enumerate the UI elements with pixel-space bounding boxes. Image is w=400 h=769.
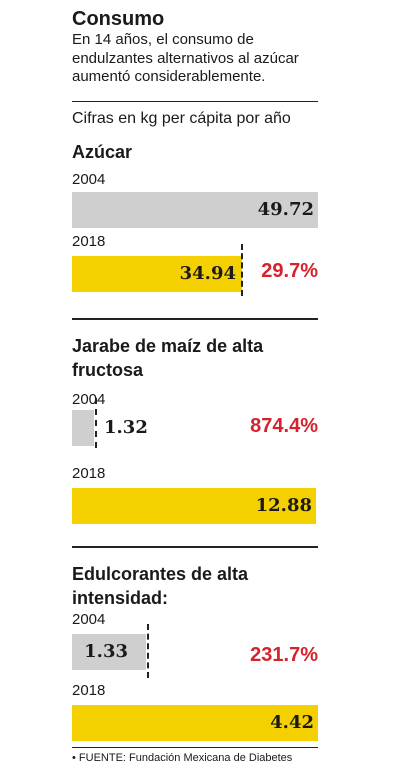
source-note: • FUENTE: Fundación Mexicana de Diabetes xyxy=(72,752,293,764)
divider xyxy=(72,318,318,320)
reference-line xyxy=(241,244,243,296)
bar-jarabe-2004 xyxy=(72,410,94,446)
bar-azucar-2004 xyxy=(72,192,318,228)
change-percent: 231.7% xyxy=(250,644,318,666)
year-label: 2004 xyxy=(72,611,106,628)
year-label: 2018 xyxy=(72,233,106,250)
value-label: 34.94 xyxy=(179,263,236,284)
value-label: 4.42 xyxy=(270,712,314,733)
reference-line xyxy=(147,624,149,678)
section-title-azucar: Azúcar xyxy=(72,142,133,162)
year-label: 2018 xyxy=(72,682,106,699)
bar-edulcorantes-2018 xyxy=(72,705,318,741)
bar-edulcorantes-2004 xyxy=(72,634,146,670)
value-label: 49.72 xyxy=(257,199,314,220)
divider xyxy=(72,747,318,748)
page-subtitle: En 14 años, el consumo de endulzantes al… xyxy=(72,31,299,85)
change-percent: 874.4% xyxy=(250,415,318,437)
units-label: Cifras en kg per cápita por año xyxy=(72,110,291,127)
source-text: FUENTE: Fundación Mexicana de Diabetes xyxy=(78,752,293,764)
change-percent: 29.7% xyxy=(261,260,318,282)
infographic: Consumo En 14 años, el consumo de endulz… xyxy=(72,0,320,769)
value-label: 1.32 xyxy=(104,417,148,438)
section-title-edulcorantes: Edulcorantes de alta intensidad: xyxy=(72,564,249,608)
bar-azucar-2018 xyxy=(72,256,242,292)
value-label: 12.88 xyxy=(255,495,312,516)
divider xyxy=(72,101,318,102)
section-title-jarabe: Jarabe de maíz de alta fructosa xyxy=(72,336,264,380)
year-label: 2004 xyxy=(72,171,106,188)
year-label: 2018 xyxy=(72,465,106,482)
value-label: 1.33 xyxy=(84,641,128,662)
page-title: Consumo xyxy=(72,8,165,30)
reference-line xyxy=(95,398,97,448)
bar-jarabe-2018 xyxy=(72,488,316,524)
year-label: 2004 xyxy=(72,391,106,408)
divider xyxy=(72,546,318,548)
